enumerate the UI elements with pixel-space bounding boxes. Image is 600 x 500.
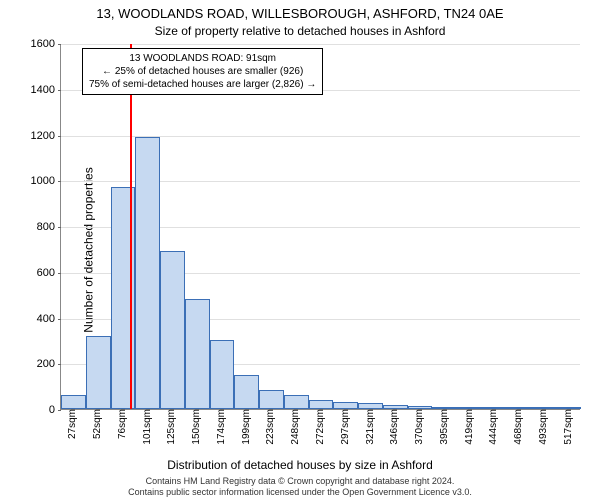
xtick-label: 444sqm — [488, 409, 499, 445]
ytick — [58, 181, 61, 182]
x-axis-label: Distribution of detached houses by size … — [0, 458, 600, 472]
ytick-label: 200 — [37, 358, 55, 370]
ytick-label: 1000 — [31, 175, 55, 187]
histogram-bar — [135, 137, 160, 409]
annotation-line1: 13 WOODLANDS ROAD: 91sqm — [89, 52, 316, 65]
attribution-line2: Contains public sector information licen… — [128, 487, 472, 497]
xtick-label: 223sqm — [265, 409, 276, 445]
annotation-box: 13 WOODLANDS ROAD: 91sqm ← 25% of detach… — [82, 48, 323, 95]
xtick-label: 52sqm — [92, 409, 103, 439]
xtick-label: 493sqm — [538, 409, 549, 445]
xtick-label: 419sqm — [464, 409, 475, 445]
histogram-bar — [333, 402, 358, 409]
histogram-bar — [210, 340, 235, 409]
histogram-bar — [234, 375, 259, 409]
xtick-label: 125sqm — [166, 409, 177, 445]
xtick-label: 174sqm — [216, 409, 227, 445]
ytick — [58, 319, 61, 320]
xtick-label: 468sqm — [513, 409, 524, 445]
attribution-line1: Contains HM Land Registry data © Crown c… — [146, 476, 455, 486]
ytick — [58, 136, 61, 137]
ytick — [58, 273, 61, 274]
chart-title: 13, WOODLANDS ROAD, WILLESBOROUGH, ASHFO… — [0, 6, 600, 21]
gridline — [61, 44, 580, 45]
attribution: Contains HM Land Registry data © Crown c… — [0, 476, 600, 498]
histogram-bar — [61, 395, 86, 409]
xtick-label: 76sqm — [117, 409, 128, 439]
xtick-label: 199sqm — [241, 409, 252, 445]
ytick-label: 1200 — [31, 130, 55, 142]
ytick — [58, 44, 61, 45]
plot-area: 0200400600800100012001400160027sqm52sqm7… — [60, 44, 580, 410]
ytick-label: 1600 — [31, 38, 55, 50]
histogram-bar — [259, 390, 284, 409]
xtick-label: 297sqm — [340, 409, 351, 445]
ytick-label: 400 — [37, 313, 55, 325]
histogram-bar — [284, 395, 309, 409]
xtick-label: 27sqm — [67, 409, 78, 439]
chart-subtitle: Size of property relative to detached ho… — [0, 24, 600, 38]
ytick — [58, 364, 61, 365]
ytick — [58, 410, 61, 411]
ytick-label: 0 — [49, 404, 55, 416]
histogram-bar — [86, 336, 111, 409]
ytick-label: 800 — [37, 221, 55, 233]
xtick-label: 272sqm — [315, 409, 326, 445]
ytick — [58, 90, 61, 91]
xtick-label: 321sqm — [365, 409, 376, 445]
xtick-label: 346sqm — [389, 409, 400, 445]
histogram-bar — [185, 299, 210, 409]
ytick — [58, 227, 61, 228]
ytick-label: 1400 — [31, 84, 55, 96]
annotation-line2: ← 25% of detached houses are smaller (92… — [89, 65, 316, 78]
annotation-line3: 75% of semi-detached houses are larger (… — [89, 78, 316, 91]
histogram-bar — [309, 400, 334, 409]
property-marker-line — [130, 44, 132, 409]
histogram-bar — [160, 251, 185, 409]
xtick-label: 248sqm — [290, 409, 301, 445]
xtick-label: 517sqm — [563, 409, 574, 445]
xtick-label: 150sqm — [191, 409, 202, 445]
xtick-label: 395sqm — [439, 409, 450, 445]
xtick-label: 370sqm — [414, 409, 425, 445]
xtick-label: 101sqm — [142, 409, 153, 445]
ytick-label: 600 — [37, 267, 55, 279]
